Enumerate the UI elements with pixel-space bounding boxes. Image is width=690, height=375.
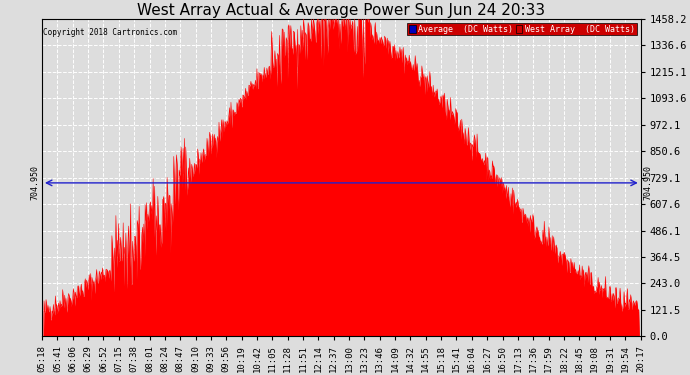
Text: Copyright 2018 Cartronics.com: Copyright 2018 Cartronics.com — [43, 28, 177, 38]
Text: 704.950: 704.950 — [30, 165, 39, 200]
Legend: Average  (DC Watts), West Array  (DC Watts): Average (DC Watts), West Array (DC Watts… — [407, 23, 637, 36]
Text: 704.950: 704.950 — [644, 165, 653, 200]
Title: West Array Actual & Average Power Sun Jun 24 20:33: West Array Actual & Average Power Sun Ju… — [137, 3, 545, 18]
